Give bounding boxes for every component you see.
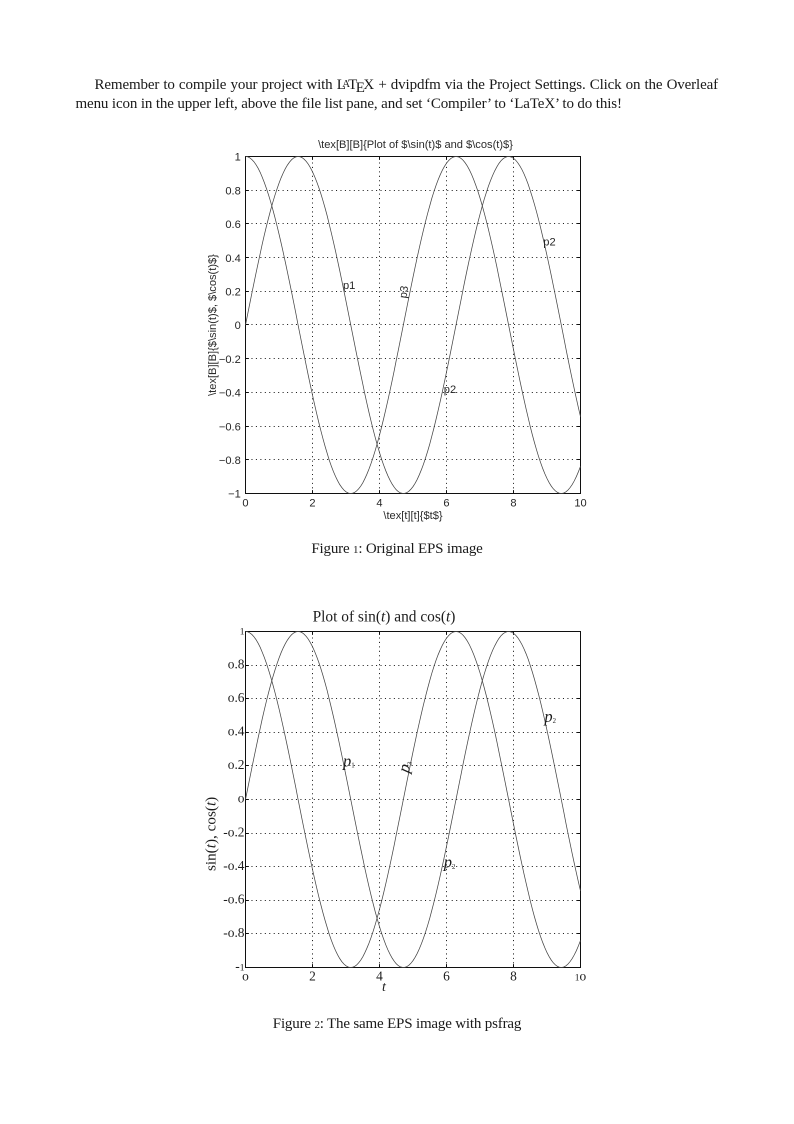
svg-text:o: o: [242, 968, 249, 983]
svg-text:2: 2: [309, 968, 316, 983]
svg-text:6: 6: [443, 498, 449, 510]
svg-text:0: 0: [235, 320, 241, 332]
svg-text:o.4: o.4: [228, 724, 245, 739]
svg-text:-o.4: -o.4: [223, 858, 245, 873]
svg-text:-1: -1: [235, 959, 244, 974]
svg-text:-o.2: -o.2: [223, 824, 244, 839]
svg-text:1: 1: [235, 152, 241, 164]
svg-text:-o.8: -o.8: [223, 925, 245, 940]
svg-text:p2: p2: [543, 707, 556, 726]
svg-text:−1: −1: [228, 489, 241, 501]
svg-text:p2: p2: [543, 236, 555, 248]
svg-text:p2: p2: [444, 384, 456, 396]
svg-text:\tex[B][B]{$\sin(t)$, $\cos(t): \tex[B][B]{$\sin(t)$, $\cos(t)$}: [207, 254, 219, 396]
svg-text:6: 6: [443, 968, 450, 983]
svg-text:o.2: o.2: [228, 757, 245, 772]
svg-text:p1: p1: [343, 280, 355, 292]
svg-text:−0.4: −0.4: [219, 388, 241, 400]
svg-text:−0.6: −0.6: [219, 421, 241, 433]
svg-text:Plot of sin(t) and cos(t): Plot of sin(t) and cos(t): [313, 609, 456, 626]
svg-text:8: 8: [510, 498, 516, 510]
svg-text:0: 0: [242, 498, 248, 510]
svg-text:0.4: 0.4: [225, 253, 240, 265]
svg-text:p3: p3: [393, 758, 415, 775]
svg-text:0.8: 0.8: [225, 185, 240, 197]
svg-text:0.6: 0.6: [225, 219, 240, 231]
svg-text:p1: p1: [342, 752, 355, 771]
svg-text:1: 1: [240, 628, 245, 638]
svg-text:\tex[t][t]{$t$}: \tex[t][t]{$t$}: [383, 510, 443, 522]
svg-text:4: 4: [376, 968, 383, 983]
svg-text:\tex[B][B]{Plot of $\sin(t)$ a: \tex[B][B]{Plot of $\sin(t)$ and $\cos(t…: [318, 139, 513, 151]
svg-text:o.6: o.6: [228, 690, 245, 705]
svg-text:4: 4: [376, 498, 382, 510]
svg-text:10: 10: [574, 498, 586, 510]
svg-text:−0.2: −0.2: [219, 354, 241, 366]
svg-text:−0.8: −0.8: [219, 455, 241, 467]
svg-text:o.8: o.8: [228, 656, 245, 671]
svg-text:8: 8: [510, 968, 517, 983]
svg-text:p3: p3: [398, 285, 412, 299]
svg-text:1o: 1o: [575, 968, 587, 983]
svg-text:p2: p2: [443, 853, 456, 872]
svg-text:2: 2: [309, 498, 315, 510]
svg-text:o: o: [238, 791, 245, 806]
svg-text:0.2: 0.2: [225, 287, 240, 299]
svg-text:-o.6: -o.6: [223, 892, 245, 907]
svg-text:sin(t), cos(t): sin(t), cos(t): [203, 797, 220, 871]
svg-text:t: t: [382, 980, 387, 995]
